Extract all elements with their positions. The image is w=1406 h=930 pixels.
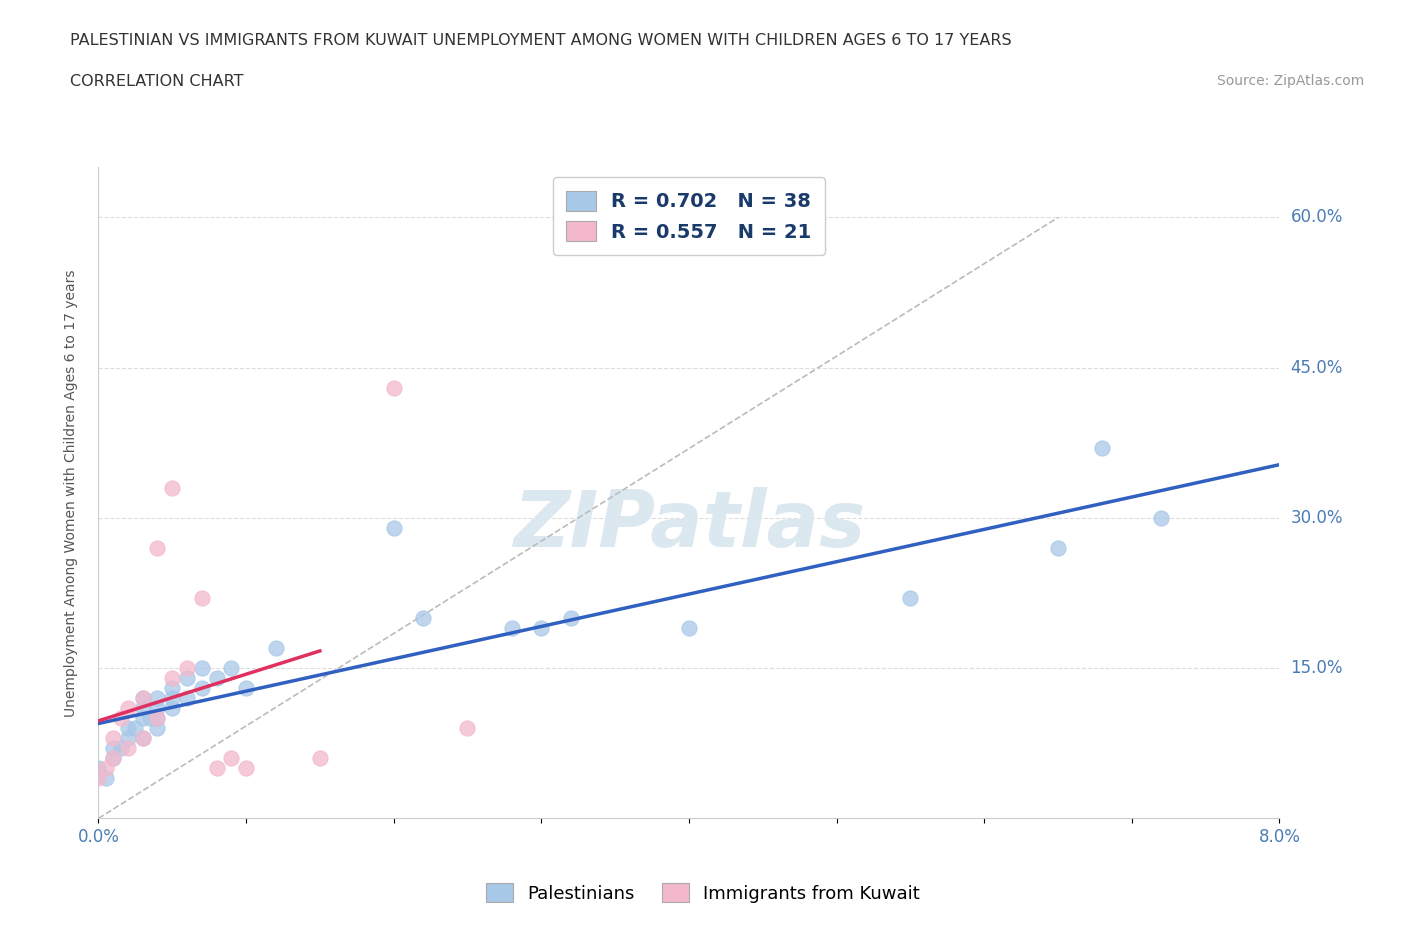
Point bbox=[162, 681, 183, 696]
Point bbox=[678, 620, 700, 635]
Point bbox=[1091, 441, 1114, 456]
Point bbox=[219, 660, 242, 675]
Point bbox=[146, 711, 169, 725]
Point bbox=[146, 701, 169, 716]
Point bbox=[117, 731, 139, 746]
Point bbox=[162, 671, 183, 685]
Point bbox=[87, 771, 110, 786]
Point bbox=[132, 691, 155, 706]
Point bbox=[219, 751, 242, 765]
Point bbox=[530, 620, 553, 635]
Point bbox=[308, 751, 332, 765]
Text: 15.0%: 15.0% bbox=[1291, 659, 1343, 677]
Point bbox=[560, 611, 582, 626]
Point bbox=[132, 701, 155, 716]
Point bbox=[146, 711, 169, 725]
Point bbox=[132, 711, 155, 725]
Text: PALESTINIAN VS IMMIGRANTS FROM KUWAIT UNEMPLOYMENT AMONG WOMEN WITH CHILDREN AGE: PALESTINIAN VS IMMIGRANTS FROM KUWAIT UN… bbox=[70, 33, 1012, 47]
Point bbox=[103, 751, 124, 765]
Point bbox=[176, 671, 198, 685]
Point bbox=[456, 721, 478, 736]
Point bbox=[382, 380, 405, 395]
Legend: Palestinians, Immigrants from Kuwait: Palestinians, Immigrants from Kuwait bbox=[477, 874, 929, 911]
Point bbox=[94, 761, 117, 776]
Point bbox=[162, 701, 183, 716]
Text: Source: ZipAtlas.com: Source: ZipAtlas.com bbox=[1216, 74, 1364, 88]
Point bbox=[103, 731, 124, 746]
Legend: R = 0.702   N = 38, R = 0.557   N = 21: R = 0.702 N = 38, R = 0.557 N = 21 bbox=[553, 177, 825, 255]
Point bbox=[110, 711, 132, 725]
Point bbox=[1150, 511, 1173, 525]
Point bbox=[501, 620, 523, 635]
Point bbox=[87, 761, 110, 776]
Point bbox=[132, 731, 155, 746]
Point bbox=[162, 691, 183, 706]
Text: ZIPatlas: ZIPatlas bbox=[513, 487, 865, 564]
Text: 45.0%: 45.0% bbox=[1291, 359, 1343, 377]
Point bbox=[124, 721, 146, 736]
Point bbox=[191, 681, 214, 696]
Point bbox=[235, 681, 257, 696]
Point bbox=[146, 721, 169, 736]
Point bbox=[132, 731, 155, 746]
Point bbox=[898, 591, 921, 605]
Point bbox=[162, 481, 183, 496]
Point bbox=[191, 591, 214, 605]
Point bbox=[117, 721, 139, 736]
Point bbox=[103, 741, 124, 756]
Text: CORRELATION CHART: CORRELATION CHART bbox=[70, 74, 243, 89]
Point bbox=[235, 761, 257, 776]
Point bbox=[1046, 540, 1069, 555]
Point bbox=[110, 741, 132, 756]
Point bbox=[94, 771, 117, 786]
Point bbox=[132, 691, 155, 706]
Point bbox=[103, 751, 124, 765]
Point bbox=[176, 660, 198, 675]
Point bbox=[191, 660, 214, 675]
Point bbox=[264, 641, 287, 656]
Point bbox=[146, 540, 169, 555]
Point bbox=[146, 691, 169, 706]
Point bbox=[412, 611, 434, 626]
Point bbox=[117, 741, 139, 756]
Point bbox=[205, 671, 228, 685]
Point bbox=[139, 711, 162, 725]
Point bbox=[382, 521, 405, 536]
Point bbox=[176, 691, 198, 706]
Text: 60.0%: 60.0% bbox=[1291, 208, 1343, 227]
Point bbox=[117, 701, 139, 716]
Y-axis label: Unemployment Among Women with Children Ages 6 to 17 years: Unemployment Among Women with Children A… bbox=[63, 269, 77, 717]
Point bbox=[205, 761, 228, 776]
Text: 30.0%: 30.0% bbox=[1291, 509, 1343, 527]
